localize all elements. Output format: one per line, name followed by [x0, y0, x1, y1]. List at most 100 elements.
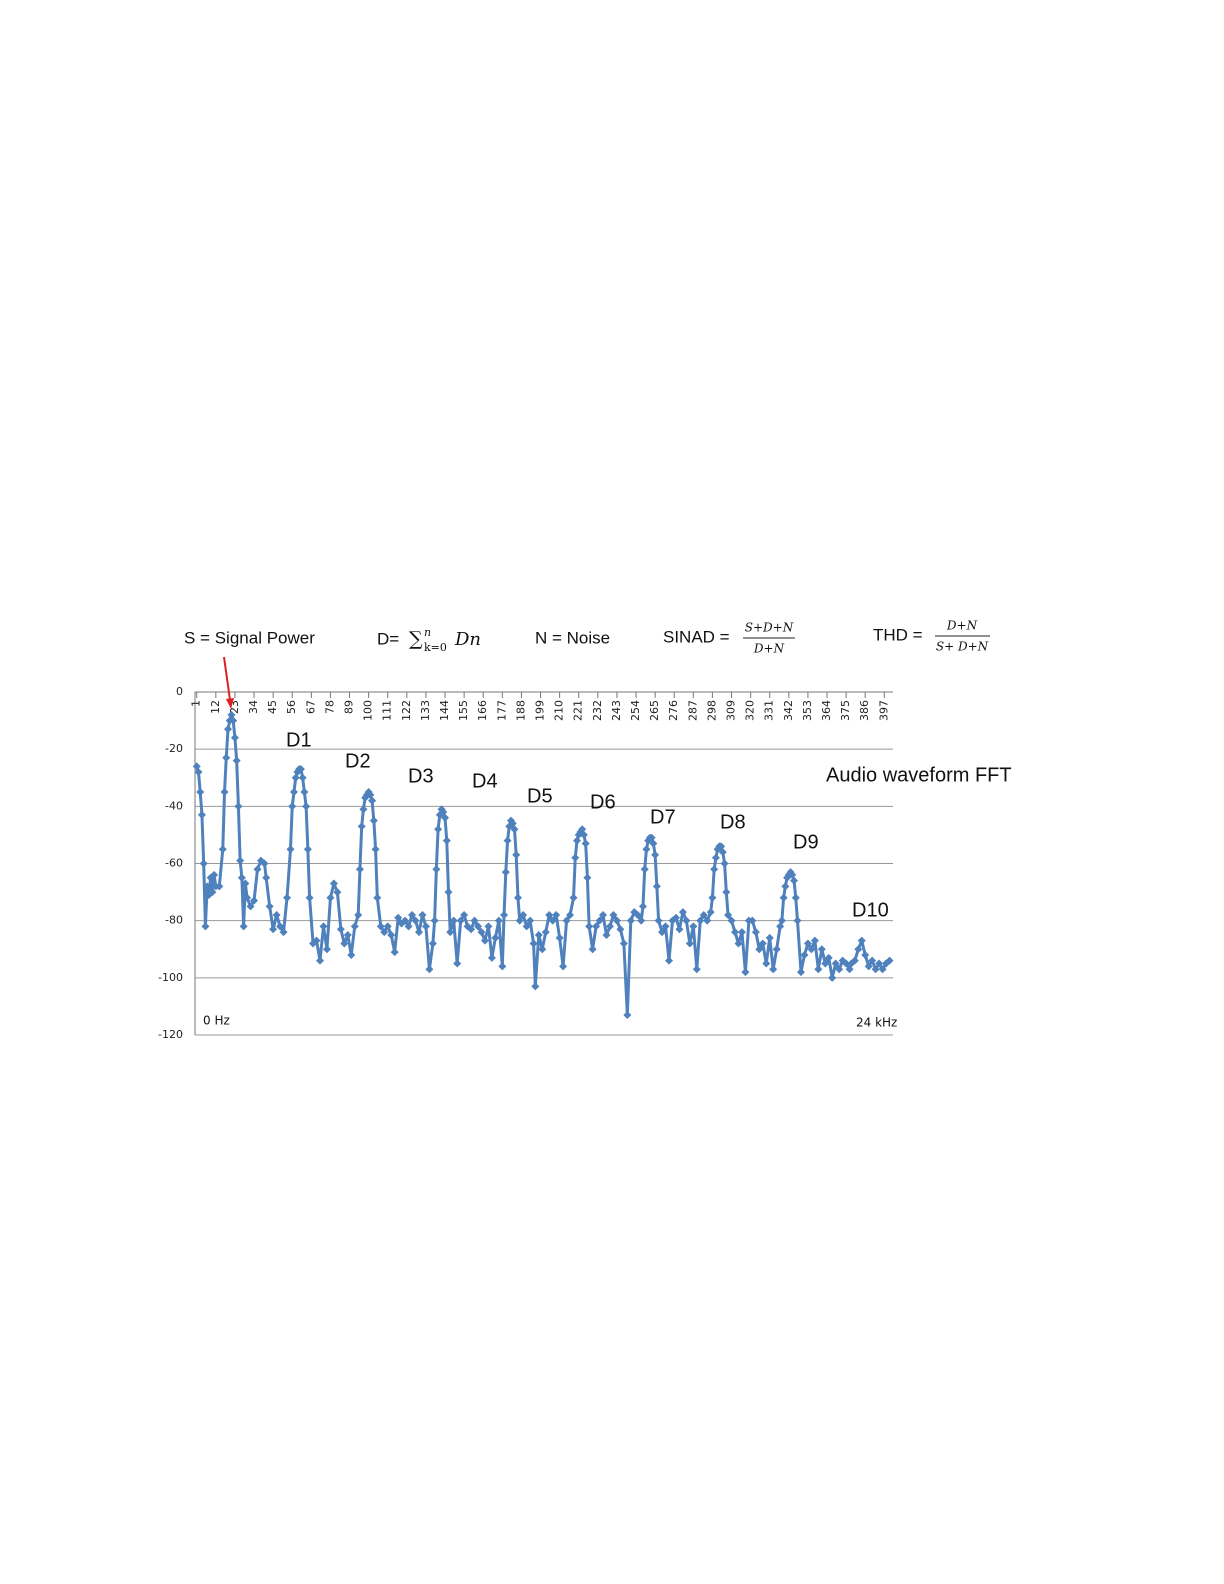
data-point: [329, 879, 338, 888]
x-tick-label: 276: [667, 700, 680, 721]
data-point: [446, 928, 455, 937]
data-point: [828, 973, 837, 982]
data-point: [748, 916, 757, 925]
data-point: [201, 922, 210, 931]
data-point: [316, 956, 325, 965]
noise-definition: N = Noise: [535, 628, 610, 647]
data-point: [534, 930, 543, 939]
data-point: [456, 916, 465, 925]
data-point: [480, 936, 489, 945]
x-tick-label: 78: [323, 700, 336, 714]
equations: S = Signal Power D= ∑ n k=0 Dn N = Noise…: [184, 619, 990, 656]
x-tick-label: 287: [686, 700, 699, 721]
x-tick-label: 375: [839, 700, 852, 721]
data-point: [373, 893, 382, 902]
data-point: [824, 953, 833, 962]
data-point: [269, 925, 278, 934]
data-point: [685, 939, 694, 948]
data-point: [637, 916, 646, 925]
data-point: [432, 865, 441, 874]
data-point: [380, 928, 389, 937]
data-point: [642, 845, 651, 854]
data-point: [276, 922, 285, 931]
data-point: [708, 893, 717, 902]
data-point: [803, 939, 812, 948]
annotation-group: D1 D2 D3 D4 D5 D6 D7 D8 D9 D10: [286, 729, 889, 921]
x-tick-label: 232: [591, 700, 604, 721]
data-point: [418, 910, 427, 919]
data-point: [491, 933, 500, 942]
data-point: [371, 845, 380, 854]
harmonic-label: D5: [527, 785, 553, 807]
data-point: [383, 922, 392, 931]
data-point: [302, 802, 311, 811]
data-point: [545, 910, 554, 919]
data-point: [810, 936, 819, 945]
x-tick-label: 111: [381, 700, 394, 721]
data-point: [765, 933, 774, 942]
data-point: [223, 725, 232, 734]
data-point: [548, 916, 557, 925]
data-point: [777, 916, 786, 925]
data-point: [239, 922, 248, 931]
data-point: [817, 945, 826, 954]
data-point: [538, 945, 547, 954]
data-point: [720, 859, 729, 868]
x-tick-label: 166: [476, 700, 489, 721]
data-point: [467, 925, 476, 934]
data-point: [196, 788, 205, 797]
data-point: [503, 836, 512, 845]
data-point: [312, 936, 321, 945]
x-tick-label: 67: [304, 700, 317, 714]
data-point: [569, 893, 578, 902]
data-point: [336, 925, 345, 934]
data-point: [230, 733, 239, 742]
x-tick-label: 199: [534, 700, 547, 721]
data-point: [522, 922, 531, 931]
arrow-shaft: [223, 656, 231, 701]
signal-definition: S = Signal Power: [184, 628, 315, 647]
data-point: [355, 865, 364, 874]
distortion-sub: k=0: [424, 641, 447, 654]
data-point: [605, 922, 614, 931]
data-point: [430, 916, 439, 925]
data-point: [710, 865, 719, 874]
data-point: [449, 916, 458, 925]
x-tick-label: 331: [763, 700, 776, 721]
data-point: [289, 788, 298, 797]
x-tick-label: 320: [744, 700, 757, 721]
x-tick-label: 265: [648, 700, 661, 721]
data-point: [734, 939, 743, 948]
data-point: [769, 965, 778, 974]
data-point: [246, 902, 255, 911]
y-tick-label: -20: [165, 742, 183, 755]
data-point: [675, 925, 684, 934]
x-tick-label: 298: [705, 700, 718, 721]
data-point: [724, 910, 733, 919]
data-point: [850, 956, 859, 965]
data-point: [835, 965, 844, 974]
data-point: [581, 839, 590, 848]
data-point: [234, 802, 243, 811]
data-point: [682, 916, 691, 925]
data-point: [583, 873, 592, 882]
data-point: [612, 916, 621, 925]
x-tick-label: 309: [725, 700, 738, 721]
data-point: [821, 959, 830, 968]
data-point: [279, 928, 288, 937]
data-point: [414, 928, 423, 937]
x-tick-label: 188: [514, 700, 527, 721]
series-group: [192, 710, 894, 1019]
data-point: [831, 959, 840, 968]
x-tick-label: 210: [553, 700, 566, 721]
data-point: [243, 893, 252, 902]
data-point: [727, 916, 736, 925]
data-point: [319, 922, 328, 931]
data-point: [519, 910, 528, 919]
data-point: [425, 965, 434, 974]
x-tick-label: 133: [419, 700, 432, 721]
data-point: [428, 939, 437, 948]
data-point: [390, 948, 399, 957]
